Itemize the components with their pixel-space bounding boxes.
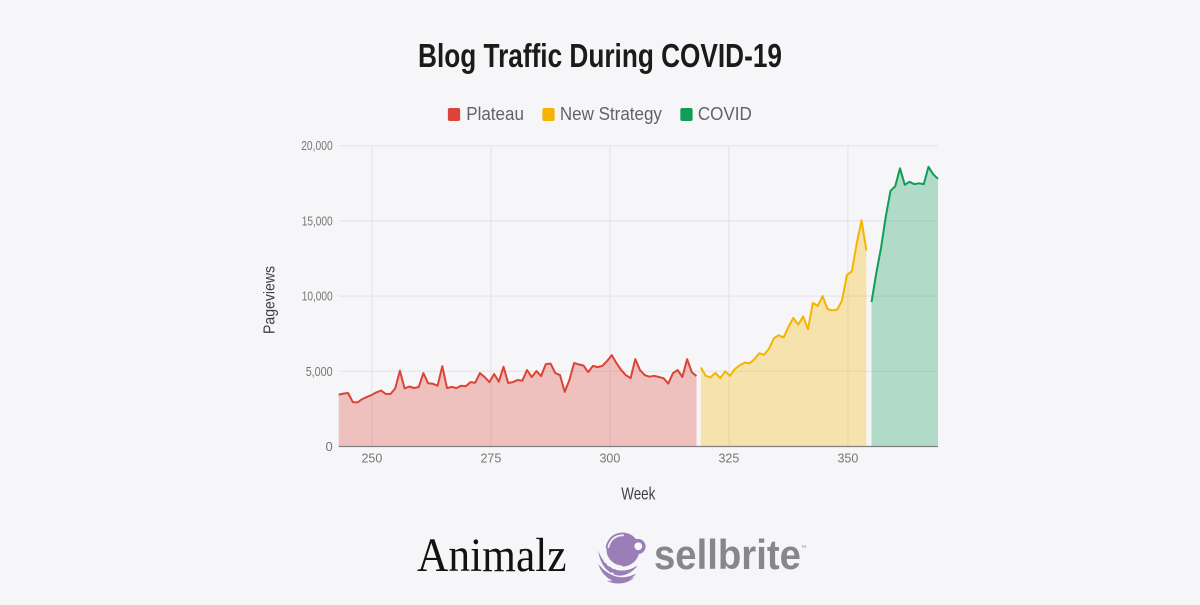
svg-text:250: 250 [361, 452, 382, 466]
svg-text:300: 300 [599, 452, 620, 466]
svg-text:325: 325 [718, 452, 739, 466]
svg-text:275: 275 [480, 452, 501, 466]
svg-text:Pageviews: Pageviews [262, 266, 279, 334]
svg-text:350: 350 [837, 452, 858, 466]
svg-text:10,000: 10,000 [302, 289, 333, 304]
svg-text:0: 0 [325, 439, 332, 454]
svg-text:15,000: 15,000 [302, 213, 333, 228]
svg-text:20,000: 20,000 [301, 138, 333, 153]
svg-text:5,000: 5,000 [306, 364, 333, 379]
svg-text:Week: Week [621, 484, 655, 504]
